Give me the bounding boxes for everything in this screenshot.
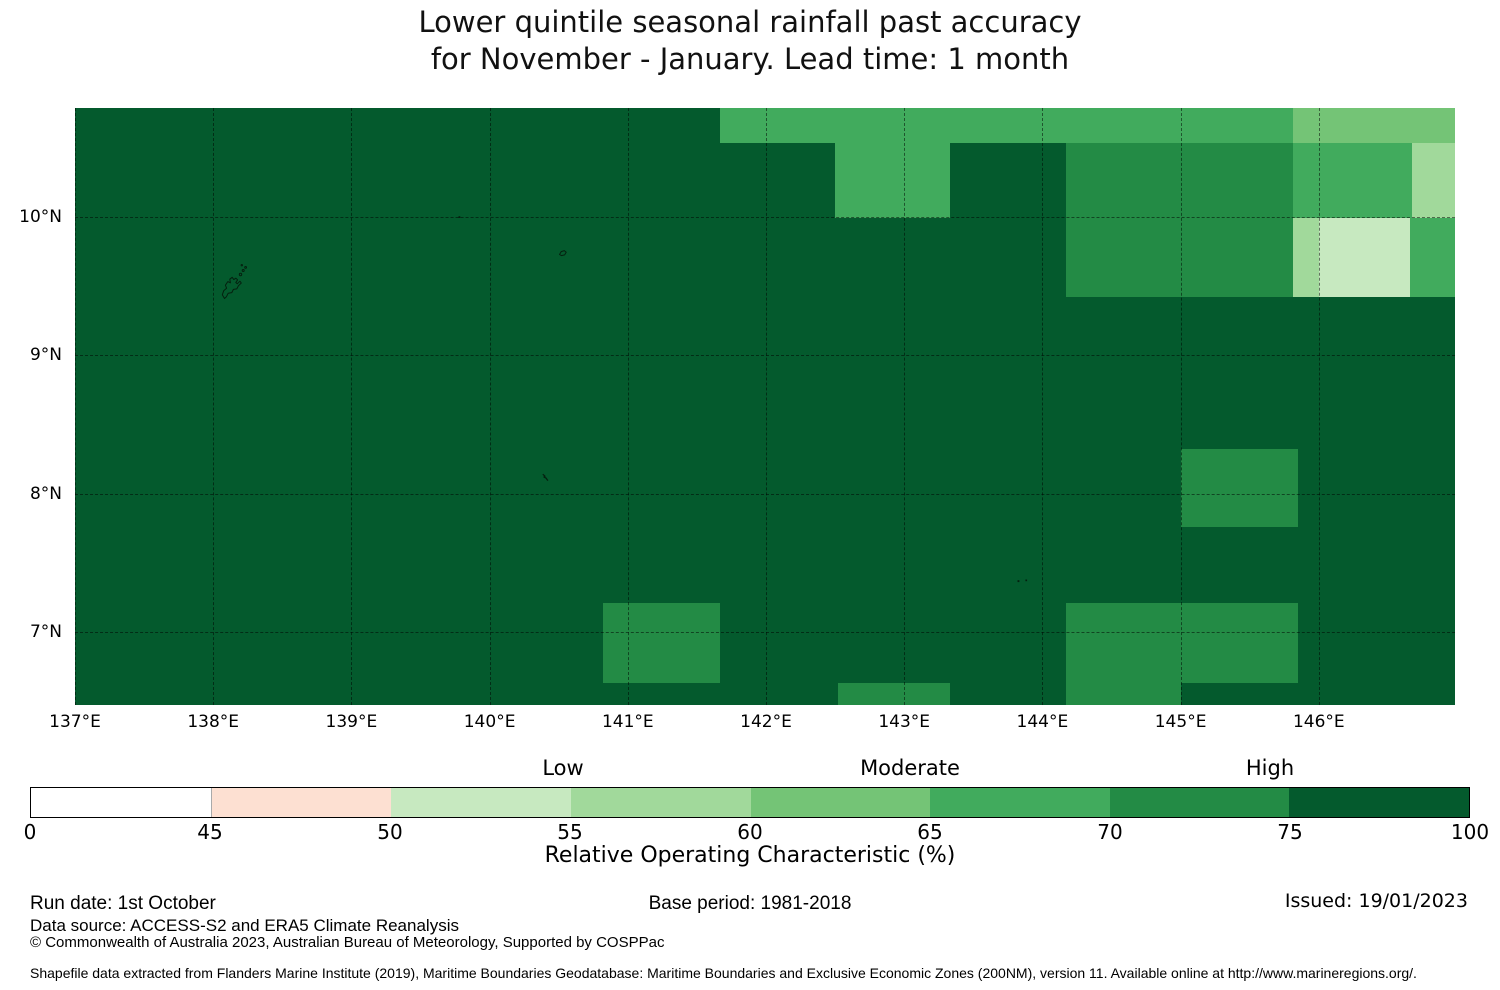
colorbar-tick-label: 65 (917, 820, 943, 844)
x-tick-label: 137°E (49, 712, 101, 732)
gridline-vertical (213, 108, 215, 705)
copyright-text: © Commonwealth of Australia 2023, Austra… (30, 934, 665, 951)
map-cell (838, 682, 951, 705)
map-cell (1292, 142, 1412, 218)
colorbar-category-label: High (1245, 756, 1295, 780)
data-source-text: Data source: ACCESS-S2 and ERA5 Climate … (30, 916, 459, 935)
map-cell (1066, 602, 1181, 705)
islands-overlay (221, 216, 1028, 583)
island-outline-large (221, 276, 242, 299)
islet-icon (244, 266, 248, 269)
colorbar-segment (930, 788, 1110, 817)
colorbar-segment (570, 788, 751, 817)
x-tick-label: 138°E (187, 712, 240, 732)
gridline-horizontal (75, 493, 1455, 495)
colorbar-segment (210, 788, 392, 817)
island-dot (1017, 580, 1020, 583)
colorbar-tick-label: 45 (197, 820, 223, 844)
map-cell (1292, 218, 1320, 298)
gridline-horizontal (75, 355, 1455, 357)
colorbar-tick-label: 60 (737, 820, 763, 844)
colorbar-axis-label: Relative Operating Characteristic (%) (544, 843, 956, 868)
gridline-vertical (75, 108, 76, 705)
title-line-1: Lower quintile seasonal rainfall past ac… (418, 5, 1082, 39)
colorbar-tick-label: 50 (377, 820, 403, 844)
issued-date-text: Issued: 19/01/2023 (1284, 890, 1468, 912)
gridline-vertical (766, 108, 767, 705)
colorbar-tick-label: 70 (1097, 820, 1123, 844)
x-tick-label: 145°E (1154, 712, 1207, 732)
y-tick-label: 10°N (19, 207, 62, 228)
y-tick-label: 8°N (29, 483, 62, 504)
gridline-vertical (1042, 108, 1044, 705)
x-tick-label: 146°E (1292, 712, 1345, 732)
x-tick-label: 141°E (601, 712, 654, 732)
gridline-vertical (1180, 108, 1182, 705)
map-cell (1181, 448, 1299, 528)
islet-icon (240, 264, 244, 267)
x-tick-label: 144°E (1016, 712, 1069, 732)
island-dot (1025, 579, 1028, 582)
map-cell (1181, 602, 1299, 683)
map-cell (1410, 218, 1455, 298)
x-tick-label: 143°E (878, 712, 931, 732)
map-cell (1319, 218, 1410, 298)
gridline-horizontal (75, 217, 1455, 219)
colorbar-tick-label: 75 (1277, 820, 1303, 844)
colorbar-tick-label: 0 (23, 820, 37, 844)
gridline-vertical (904, 108, 906, 705)
colorbar-segment (391, 788, 571, 817)
islet-icon (238, 272, 243, 277)
x-tick-label: 140°E (463, 712, 516, 732)
title-line-2: for November - January. Lead time: 1 mon… (430, 42, 1070, 76)
page-title: Lower quintile seasonal rainfall past ac… (0, 4, 1500, 78)
island-outline-small (559, 250, 567, 257)
islet-icon (241, 269, 245, 272)
map-canvas (75, 108, 1455, 705)
map-cell (1411, 142, 1455, 218)
map-cell (1066, 142, 1293, 298)
gridline-vertical (351, 108, 353, 705)
colorbar-segment (31, 788, 211, 817)
map-cell (1292, 108, 1455, 143)
colorbar-segment (750, 788, 931, 817)
run-date-text: Run date: 1st October (30, 893, 216, 914)
gridline-vertical (627, 108, 629, 705)
y-tick-label: 9°N (29, 345, 62, 366)
x-tick-label: 142°E (740, 712, 792, 732)
colorbar-category-label: Moderate (860, 756, 960, 780)
colorbar-segment (1289, 788, 1469, 817)
map-cell (835, 142, 951, 218)
gridline-vertical (489, 108, 491, 705)
gridline-vertical (1318, 108, 1320, 705)
gridline-horizontal (75, 631, 1455, 633)
shapefile-note-text: Shapefile data extracted from Flanders M… (30, 965, 1417, 981)
island-mark (542, 473, 549, 482)
y-tick-label: 7°N (29, 621, 62, 642)
island-dot (458, 216, 461, 218)
map-cell (719, 108, 1293, 143)
colorbar-category-label: Low (542, 756, 584, 780)
colorbar-tick-label: 55 (557, 820, 583, 844)
colorbar-segment (1109, 788, 1290, 817)
map-cell (603, 602, 720, 683)
x-tick-label: 139°E (325, 712, 378, 732)
colorbar-tick-label: 100 (1450, 820, 1490, 844)
colorbar (30, 787, 1470, 818)
base-period-text: Base period: 1981-2018 (648, 893, 852, 914)
